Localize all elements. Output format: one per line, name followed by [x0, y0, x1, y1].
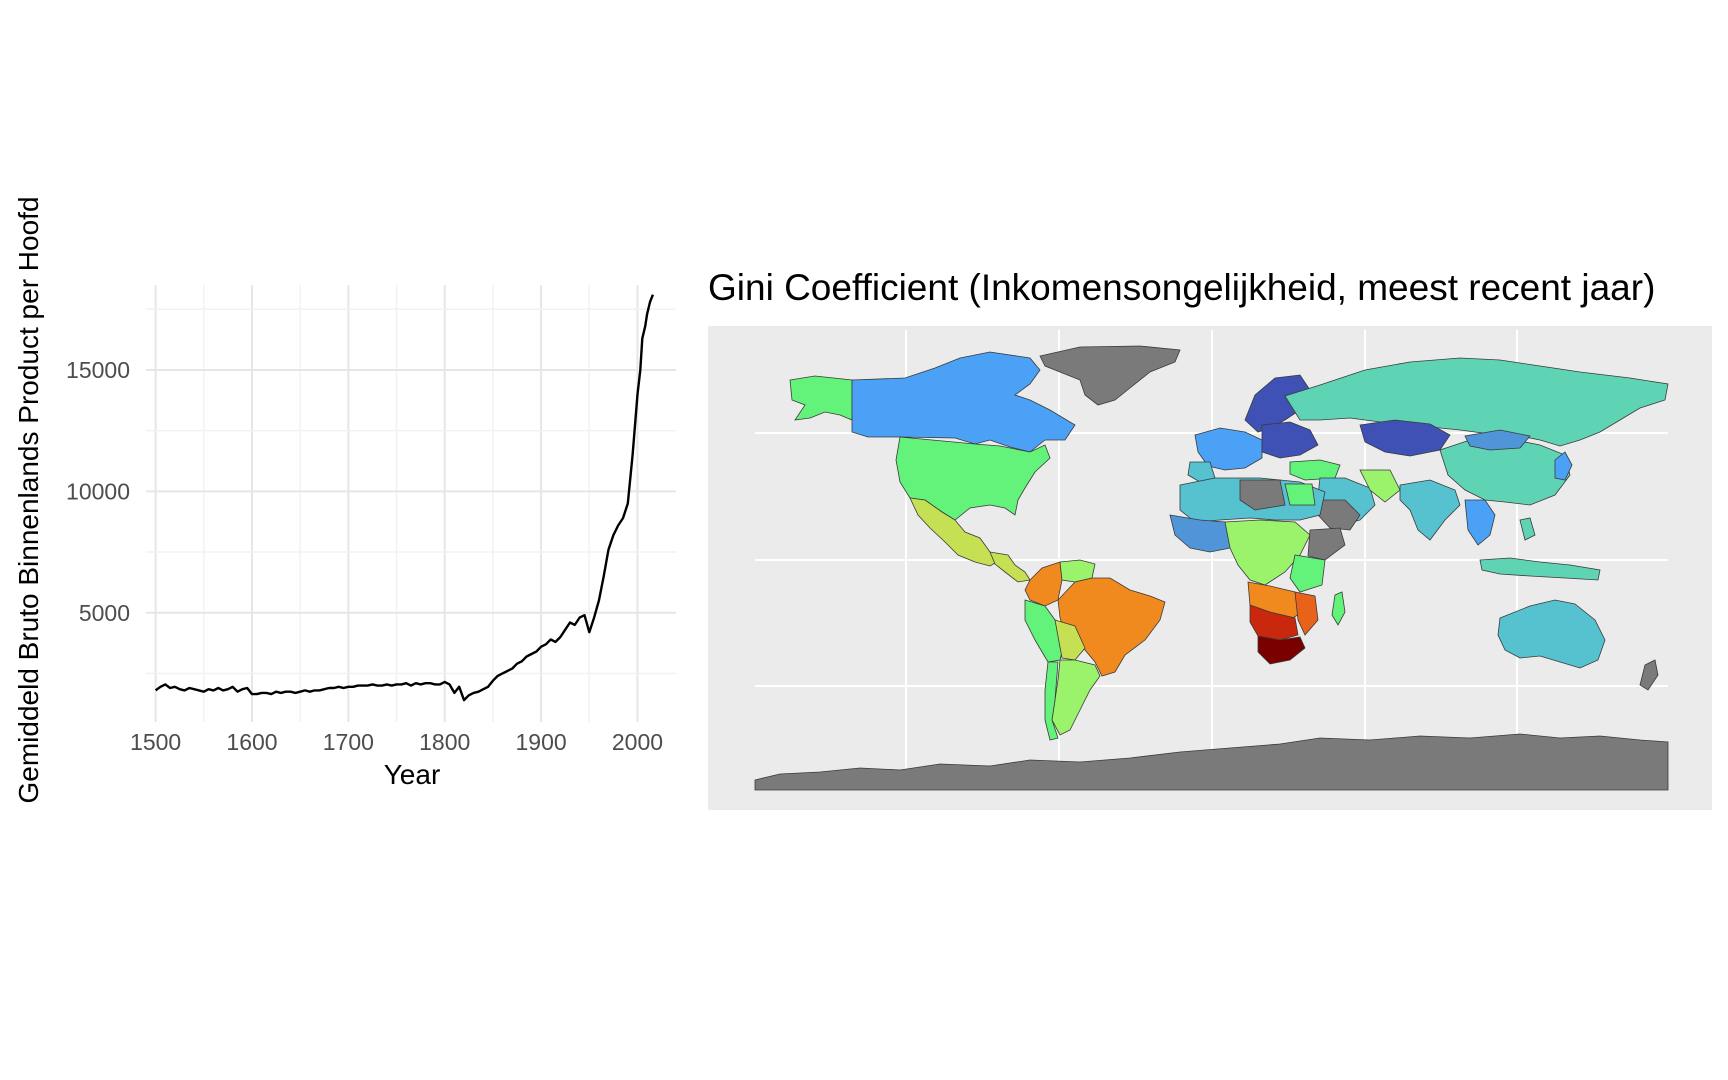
x-tick-label: 1500	[130, 729, 181, 755]
x-tick-label: 2000	[612, 729, 663, 755]
y-tick-label: 10000	[66, 478, 130, 504]
x-tick-label: 1900	[516, 729, 567, 755]
x-tick-label: 1700	[323, 729, 374, 755]
country-indonesia	[1479, 557, 1601, 581]
country-new-zealand	[1639, 659, 1659, 691]
x-axis-title: Year	[384, 759, 441, 790]
y-axis-title: Gemiddeld Bruto Binnenlands Product per …	[13, 196, 44, 803]
gini-map: Gini Coefficient (Inkomensongelijkheid, …	[708, 267, 1712, 810]
country-madagascar	[1331, 591, 1346, 626]
country-iran	[1359, 469, 1401, 503]
country-egypt	[1284, 483, 1316, 506]
country-greenland	[1039, 345, 1181, 406]
country-australia	[1497, 599, 1606, 669]
x-tick-labels: 1500 1600 1700 1800 1900 2000	[130, 729, 663, 755]
y-tick-label: 15000	[66, 357, 130, 383]
y-tick-label: 5000	[79, 600, 130, 626]
y-tick-labels: 5000 10000 15000	[66, 357, 130, 626]
country-chile	[1044, 661, 1059, 741]
country-eastern-europe	[1261, 421, 1319, 459]
country-kenya-tanzania	[1289, 554, 1326, 593]
line-chart-grid	[146, 285, 676, 722]
x-tick-label: 1800	[419, 729, 470, 755]
country-southeast-asia	[1464, 499, 1496, 546]
country-philippines	[1519, 517, 1536, 541]
country-namibia-botswana	[1249, 604, 1299, 641]
country-india	[1399, 479, 1461, 541]
map-title: Gini Coefficient (Inkomensongelijkheid, …	[708, 267, 1655, 308]
country-turkey	[1289, 459, 1341, 481]
country-canada	[851, 351, 1076, 453]
country-western-europe	[1194, 427, 1263, 471]
country-alaska	[789, 375, 853, 421]
country-antarctica	[754, 733, 1669, 791]
country-mongolia	[1464, 429, 1531, 451]
gdp-line-chart: 1500 1600 1700 1800 1900 2000 50001000015000 …	[13, 196, 676, 804]
country-bolivia	[1054, 619, 1086, 661]
country-libya-algeria	[1239, 479, 1286, 511]
countries	[754, 345, 1669, 791]
gdp-series-line	[154, 294, 655, 702]
country-south-africa	[1257, 635, 1306, 665]
country-central-africa	[1224, 519, 1311, 586]
country-japan	[1554, 451, 1573, 481]
x-tick-label: 1600	[226, 729, 277, 755]
country-mozambique	[1294, 591, 1319, 636]
country-east-africa	[1307, 527, 1346, 561]
